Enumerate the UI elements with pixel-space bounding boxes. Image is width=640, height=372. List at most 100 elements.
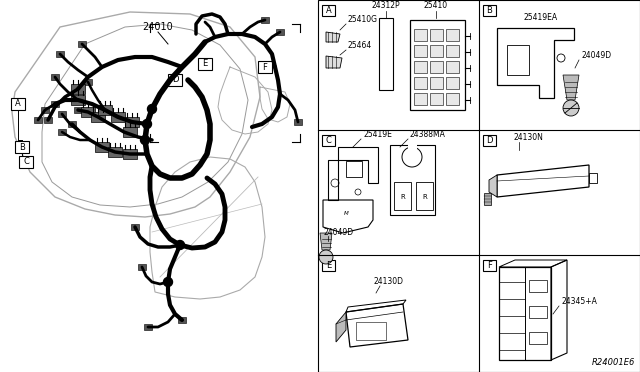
- Text: M: M: [344, 211, 348, 216]
- Text: D: D: [486, 136, 493, 145]
- Text: 24010: 24010: [143, 22, 173, 32]
- Bar: [58, 111, 66, 117]
- Bar: [430, 29, 443, 41]
- Circle shape: [319, 250, 333, 264]
- Text: 24312P: 24312P: [372, 1, 400, 10]
- Bar: [446, 93, 459, 105]
- Bar: [356, 322, 386, 340]
- Text: R: R: [422, 194, 427, 200]
- Polygon shape: [320, 233, 332, 250]
- Bar: [71, 95, 85, 105]
- Bar: [507, 45, 529, 75]
- Text: 25410G: 25410G: [348, 15, 378, 24]
- Bar: [414, 45, 427, 57]
- Bar: [322, 135, 335, 146]
- Bar: [19, 156, 33, 168]
- Bar: [529, 332, 547, 344]
- Text: 24049D: 24049D: [323, 228, 353, 237]
- Bar: [430, 61, 443, 73]
- Polygon shape: [326, 32, 340, 42]
- Bar: [529, 280, 547, 292]
- Bar: [483, 5, 496, 16]
- Bar: [410, 20, 465, 110]
- Text: 24130D: 24130D: [373, 277, 403, 286]
- Bar: [446, 45, 459, 57]
- Bar: [58, 129, 66, 135]
- Bar: [125, 117, 139, 127]
- Bar: [322, 5, 335, 16]
- Text: B: B: [486, 6, 492, 15]
- Bar: [483, 260, 496, 271]
- Bar: [322, 260, 335, 271]
- Text: 25419EA: 25419EA: [524, 13, 558, 22]
- Bar: [294, 119, 302, 125]
- Bar: [379, 18, 393, 90]
- Text: 24130N: 24130N: [514, 133, 544, 142]
- Bar: [446, 61, 459, 73]
- Bar: [41, 108, 49, 113]
- Bar: [144, 324, 152, 330]
- Polygon shape: [489, 175, 497, 197]
- Bar: [51, 101, 59, 107]
- Text: F: F: [262, 62, 268, 71]
- Bar: [589, 173, 597, 183]
- Text: 24345+A: 24345+A: [561, 297, 597, 306]
- Polygon shape: [326, 56, 342, 68]
- Bar: [44, 117, 52, 123]
- Bar: [51, 74, 59, 80]
- Bar: [414, 93, 427, 105]
- Circle shape: [141, 135, 150, 144]
- Bar: [261, 17, 269, 23]
- Bar: [198, 58, 212, 70]
- Circle shape: [143, 119, 152, 128]
- Bar: [483, 135, 496, 146]
- Text: R24001E6: R24001E6: [591, 358, 635, 367]
- Text: 24388MA: 24388MA: [410, 130, 446, 139]
- Bar: [258, 61, 272, 73]
- Polygon shape: [484, 193, 491, 205]
- Bar: [95, 142, 109, 152]
- Text: A: A: [15, 99, 21, 109]
- Bar: [529, 306, 547, 318]
- Bar: [131, 224, 139, 230]
- Bar: [446, 77, 459, 89]
- Bar: [74, 108, 82, 113]
- Bar: [123, 149, 137, 159]
- Text: D: D: [172, 76, 179, 84]
- Bar: [78, 41, 86, 46]
- Text: 25419E: 25419E: [363, 130, 392, 139]
- Bar: [446, 29, 459, 41]
- Bar: [56, 51, 64, 57]
- Bar: [416, 182, 433, 210]
- Bar: [168, 74, 182, 86]
- Polygon shape: [563, 75, 579, 100]
- Bar: [15, 141, 29, 153]
- Bar: [430, 77, 443, 89]
- Text: E: E: [202, 60, 207, 68]
- Text: 25464: 25464: [348, 41, 372, 50]
- Bar: [414, 77, 427, 89]
- Bar: [84, 79, 92, 85]
- Text: R: R: [400, 194, 405, 200]
- Bar: [430, 45, 443, 57]
- Text: B: B: [19, 142, 25, 151]
- Text: C: C: [326, 136, 332, 145]
- Bar: [414, 29, 427, 41]
- Circle shape: [563, 100, 579, 116]
- Bar: [276, 29, 284, 35]
- Bar: [108, 147, 122, 157]
- Bar: [390, 145, 435, 215]
- Polygon shape: [336, 312, 346, 342]
- Bar: [68, 121, 76, 127]
- Bar: [34, 117, 42, 123]
- Bar: [414, 61, 427, 73]
- Circle shape: [175, 241, 184, 250]
- Text: 24049D: 24049D: [581, 51, 611, 60]
- Bar: [98, 105, 112, 115]
- Bar: [81, 107, 95, 117]
- Bar: [408, 142, 417, 150]
- Bar: [318, 0, 640, 372]
- Bar: [111, 112, 125, 122]
- Text: A: A: [326, 6, 332, 15]
- Text: C: C: [23, 157, 29, 167]
